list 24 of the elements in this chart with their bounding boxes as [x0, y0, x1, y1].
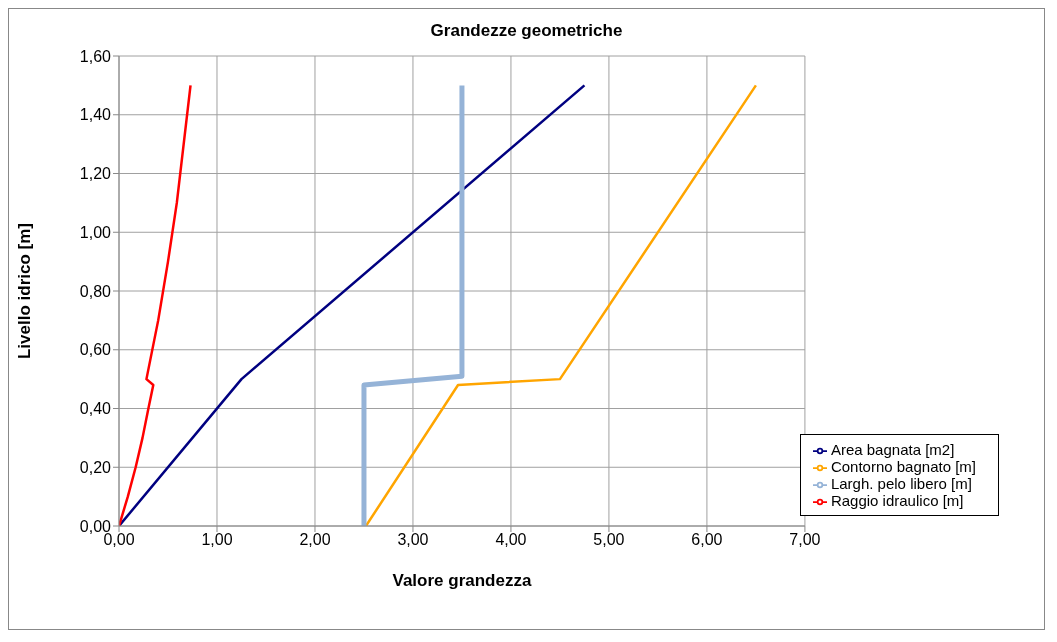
chart-title: Grandezze geometriche: [429, 21, 624, 41]
x-tick-label: 2,00: [299, 531, 331, 549]
x-tick-label: 4,00: [495, 531, 527, 549]
y-tick-label: 1,60: [79, 47, 112, 65]
y-axis-title: Livello idrico [m]: [15, 222, 35, 360]
line-series: [119, 84, 192, 526]
y-tick-label: 0,20: [79, 458, 112, 476]
y-tick-label: 0,60: [79, 341, 112, 359]
y-tick-label: 0,40: [79, 400, 112, 418]
legend-label: Largh. pelo libero [m]: [830, 474, 972, 492]
y-tick-label: 1,20: [79, 165, 112, 183]
x-tick-label: 3,00: [397, 531, 429, 549]
x-tick-label: 5,00: [593, 531, 625, 549]
x-axis-title: Valore grandezza: [392, 571, 532, 590]
line-series: [364, 84, 758, 526]
legend-label: Area bagnata [m2]: [830, 440, 955, 458]
legend-label: Contorno bagnato [m]: [830, 457, 976, 475]
legend-label: Raggio idraulico [m]: [830, 491, 964, 509]
x-tick-label: 1,00: [201, 531, 233, 549]
y-tick-label: 1,00: [79, 223, 112, 241]
y-tick-label: 0,80: [79, 282, 112, 300]
x-tick-label: 7,00: [789, 531, 821, 549]
y-tick-label: 1,40: [79, 106, 112, 124]
x-tick-label: 6,00: [691, 531, 723, 549]
